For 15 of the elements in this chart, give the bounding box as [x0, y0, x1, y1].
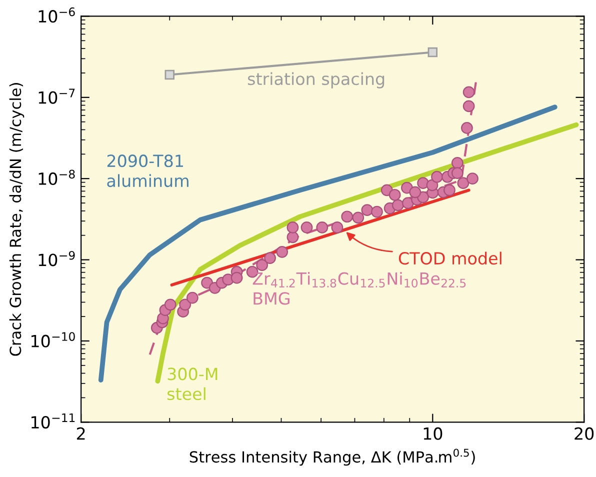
series-label: striation spacing: [248, 72, 384, 88]
x-tick-label: 2: [76, 427, 85, 440]
x-axis-title: Stress Intensity Range, ΔK (MPa.m$^{0.5}$): [190, 448, 475, 466]
y-axis-title: Crack Growth Rate, da/dN (m/cycle): [9, 83, 24, 356]
y-tick-label: 10$^{−7}$: [38, 88, 75, 104]
y-tick-label: 10$^{−10}$: [32, 332, 75, 348]
series-label: 300-M steel: [167, 368, 218, 400]
y-tick-label: 10$^{−6}$: [38, 7, 75, 23]
y-tick-label: 10$^{−9}$: [38, 250, 75, 266]
y-tick-label: 10$^{−11}$: [32, 413, 75, 429]
x-tick-label: 10: [424, 427, 442, 440]
text: 2090-T81 aluminum: [107, 154, 188, 188]
y-tick-label: 10$^{−8}$: [38, 170, 75, 186]
x-tick-label: 20: [574, 427, 594, 440]
text: CTOD model: [398, 252, 502, 265]
